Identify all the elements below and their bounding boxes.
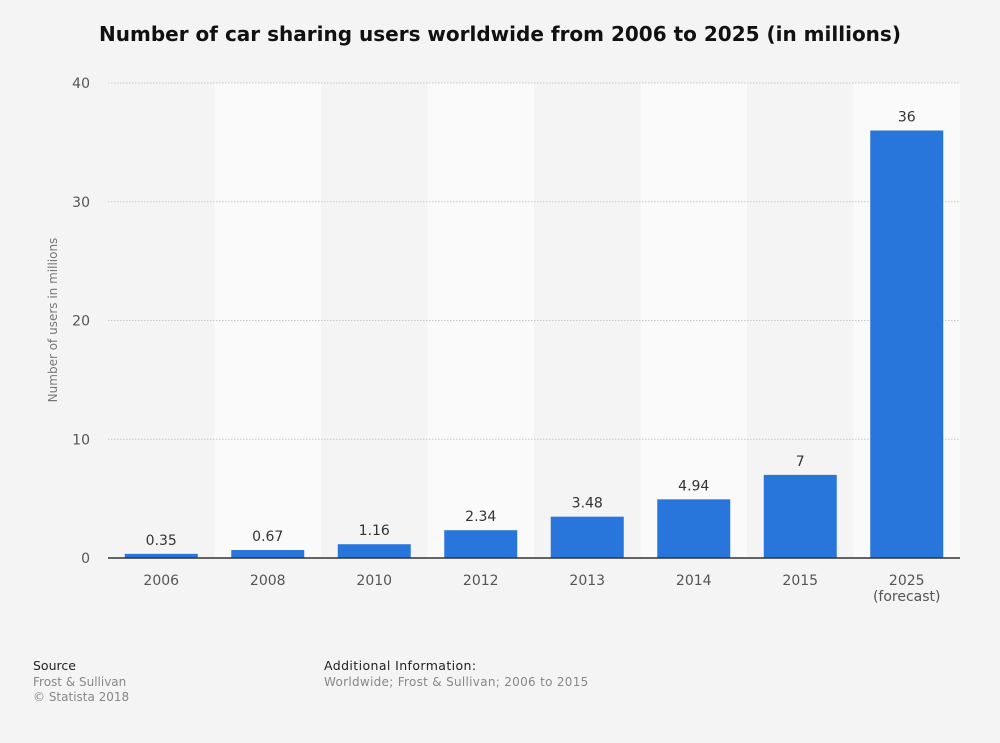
bar	[444, 530, 518, 558]
additional-info-heading: Additional Information:	[324, 658, 477, 673]
source-heading: Source	[33, 658, 76, 673]
bar	[550, 516, 624, 558]
y-tick-label: 40	[72, 76, 90, 92]
data-label: 3.48	[572, 496, 603, 512]
data-label: 36	[898, 110, 916, 126]
bar-chart: 0 10 20 30 40 Number of users in millions 0.35…	[46, 76, 960, 605]
x-tick-label: 2013	[569, 573, 605, 589]
x-tick-label: 2015	[782, 573, 818, 589]
data-label: 2.34	[465, 509, 496, 525]
data-label: 4.94	[678, 478, 709, 494]
bar	[657, 499, 731, 558]
bar	[763, 474, 837, 558]
y-axis-label: Number of users in millions	[46, 238, 60, 403]
bar	[231, 550, 305, 558]
bar	[337, 544, 411, 558]
bar	[870, 130, 944, 558]
x-tick-label: 2012	[463, 573, 499, 589]
x-tick-label: 2006	[143, 573, 179, 589]
x-tick-label: 2025	[889, 573, 925, 589]
data-label: 1.16	[359, 523, 390, 539]
x-tick-label: 2008	[250, 573, 286, 589]
data-label: 7	[796, 454, 805, 470]
chart-title: Number of car sharing users worldwide fr…	[99, 22, 901, 46]
x-tick-label: 2014	[676, 573, 712, 589]
data-label: 0.67	[252, 529, 283, 545]
source-line: Frost & Sullivan	[33, 675, 127, 689]
y-tick-label: 10	[72, 432, 90, 448]
y-tick-label: 30	[72, 195, 90, 211]
bar	[124, 553, 198, 558]
x-tick-sublabel: (forecast)	[873, 589, 941, 605]
copyright-line: © Statista 2018	[33, 690, 130, 704]
y-tick-label: 20	[72, 314, 90, 330]
x-tick-label: 2010	[356, 573, 392, 589]
y-tick-label: 0	[81, 551, 90, 567]
additional-info-text: Worldwide; Frost & Sullivan; 2006 to 201…	[324, 675, 589, 689]
data-label: 0.35	[146, 533, 177, 549]
